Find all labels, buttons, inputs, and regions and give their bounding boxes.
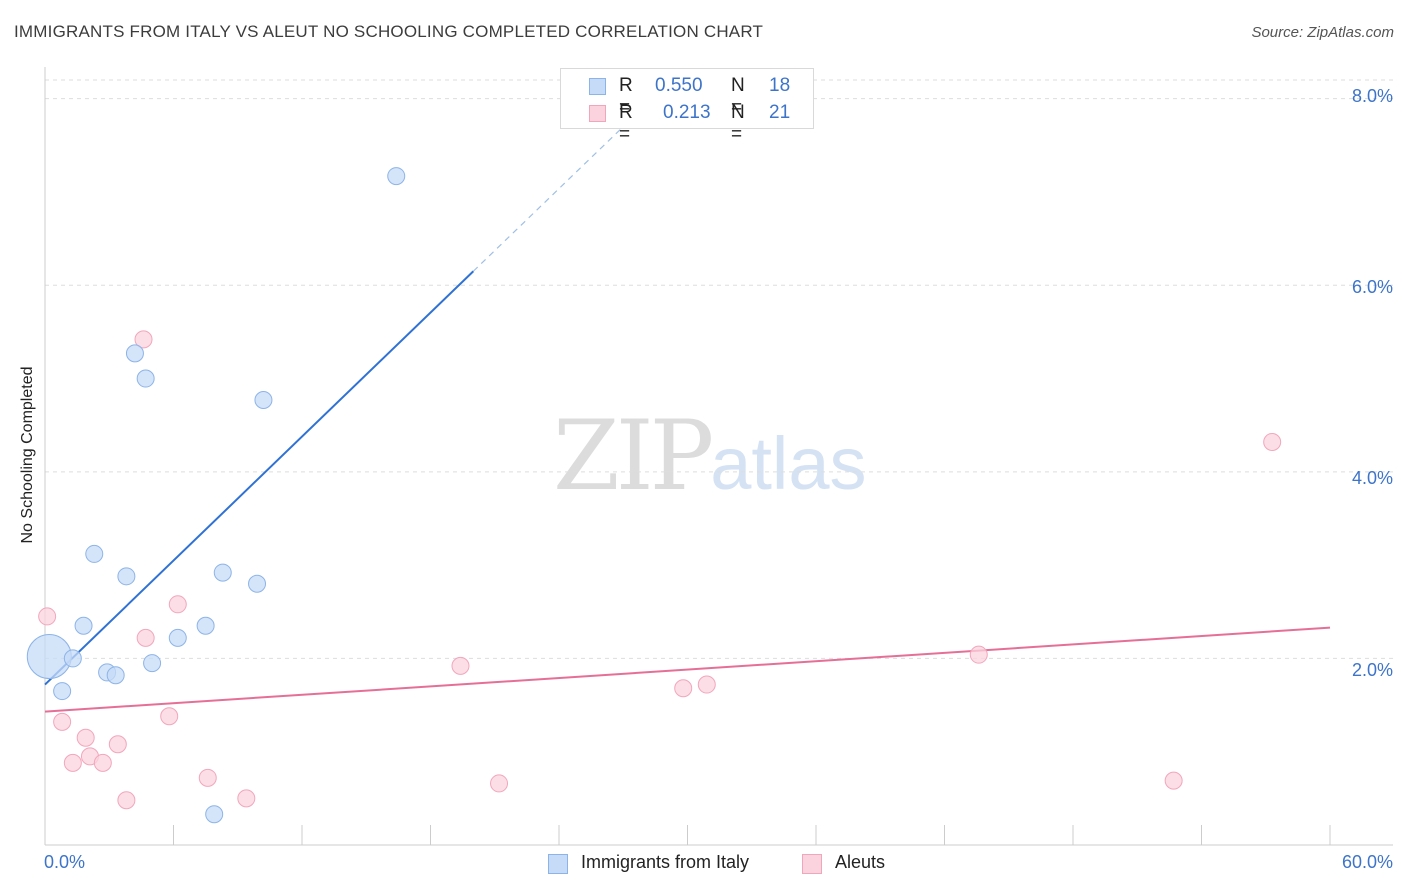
legend-label: Immigrants from Italy — [581, 852, 750, 872]
italy-trend-line — [44, 270, 475, 686]
italy-point[interactable] — [63, 649, 82, 668]
italy-point[interactable] — [196, 616, 215, 635]
aleut-legend-swatch — [802, 854, 822, 874]
aleut-point[interactable] — [76, 728, 95, 747]
italy-legend-swatch — [548, 854, 568, 874]
aleut-point[interactable] — [1263, 432, 1282, 451]
r-value: 0.213 — [663, 102, 711, 123]
data-points — [26, 167, 1282, 824]
italy-point[interactable] — [117, 567, 136, 586]
aleut-point[interactable] — [237, 789, 256, 808]
watermark-atlas: atlas — [710, 422, 867, 505]
n-label: N = — [731, 102, 745, 145]
aleut-point[interactable] — [53, 712, 72, 731]
r-value: 0.550 — [655, 75, 703, 96]
aleut-point[interactable] — [117, 791, 136, 810]
axes — [44, 67, 1393, 846]
y-tick-label: 6.0% — [1351, 277, 1393, 297]
aleut-point[interactable] — [93, 753, 112, 772]
n-value: 18 — [769, 75, 791, 96]
italy-point[interactable] — [106, 666, 125, 685]
n-label: N = — [731, 75, 745, 118]
aleut-point[interactable] — [490, 774, 509, 793]
italy-point[interactable] — [248, 574, 267, 593]
aleut-point[interactable] — [134, 330, 153, 349]
italy-point[interactable] — [143, 654, 162, 673]
italy-trend-extension — [472, 126, 624, 272]
y-tick-label: 8.0% — [1351, 86, 1393, 106]
y-tick-label: 2.0% — [1351, 660, 1393, 680]
aleut-point[interactable] — [674, 679, 693, 698]
italy-point[interactable] — [254, 390, 273, 409]
aleut-point[interactable] — [168, 595, 187, 614]
source-label: Source: ZipAtlas.com — [1251, 24, 1394, 41]
aleut-point[interactable] — [160, 707, 179, 726]
italy-point[interactable] — [125, 344, 144, 363]
r-label: R = — [619, 75, 633, 118]
y-axis-label: No Schooling Completed — [19, 366, 36, 544]
italy-point[interactable] — [213, 563, 232, 582]
aleut-swatch — [589, 105, 606, 122]
aleut-point[interactable] — [108, 735, 127, 754]
aleut-point[interactable] — [136, 628, 155, 647]
italy-point[interactable] — [168, 628, 187, 647]
italy-point[interactable] — [136, 369, 155, 388]
italy-point[interactable] — [205, 805, 224, 824]
italy-swatch — [589, 78, 606, 95]
correlation-stats-box: R = 0.550 N = 18 R = 0.213 N = 21 — [560, 68, 814, 145]
x-tick-label-max: 60.0% — [1341, 852, 1393, 872]
aleut-point[interactable] — [198, 768, 217, 787]
aleut-point[interactable] — [38, 607, 57, 626]
aleut-point[interactable] — [63, 753, 82, 772]
aleut-trend-line — [44, 626, 1331, 713]
legend-label: Aleuts — [835, 852, 886, 872]
watermark-zip: ZIP — [553, 400, 714, 512]
trend-lines — [44, 126, 1331, 713]
italy-point[interactable] — [85, 544, 104, 563]
watermark: ZIPatlas — [553, 400, 867, 512]
italy-point[interactable] — [74, 616, 93, 635]
grid-lines — [45, 79, 1393, 659]
aleut-point[interactable] — [697, 675, 716, 694]
n-value: 21 — [769, 102, 791, 123]
aleut-point[interactable] — [451, 656, 470, 675]
aleut-point[interactable] — [1164, 771, 1183, 790]
aleut-point[interactable] — [969, 645, 988, 664]
r-label: R = — [619, 102, 633, 145]
y-tick-label: 4.0% — [1351, 468, 1393, 488]
chart-title: IMMIGRANTS FROM ITALY VS ALEUT NO SCHOOL… — [14, 22, 764, 41]
x-tick-label-min: 0.0% — [44, 852, 86, 872]
italy-point[interactable] — [387, 167, 406, 186]
italy-point[interactable] — [53, 682, 72, 701]
